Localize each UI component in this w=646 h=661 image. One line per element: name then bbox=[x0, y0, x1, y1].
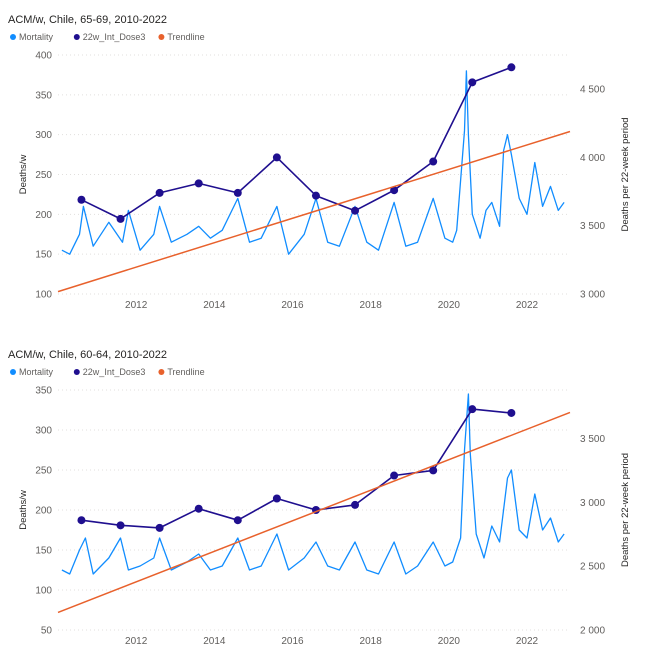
dose3-point[interactable] bbox=[194, 179, 203, 188]
y2-tick-label: 2 500 bbox=[580, 562, 605, 573]
legend-label: Trendline bbox=[167, 367, 204, 377]
legend-marker bbox=[73, 34, 80, 40]
y-tick-label: 50 bbox=[41, 626, 53, 637]
y2-tick-label: 3 000 bbox=[580, 290, 605, 301]
y-tick-label: 150 bbox=[35, 546, 52, 557]
x-tick-label: 2014 bbox=[203, 300, 226, 311]
x-tick-label: 2014 bbox=[203, 636, 226, 647]
dose3-point[interactable] bbox=[351, 206, 360, 215]
trendline bbox=[57, 130, 571, 293]
dose3-point[interactable] bbox=[468, 405, 477, 414]
y2-axis-title: Deaths per 22-week period bbox=[620, 453, 631, 567]
y2-tick-label: 3 500 bbox=[580, 434, 605, 445]
y2-tick-label: 4 000 bbox=[580, 153, 605, 164]
dose3-point[interactable] bbox=[77, 516, 86, 525]
legend-marker bbox=[10, 34, 16, 40]
x-tick-label: 2016 bbox=[281, 636, 304, 647]
chart-title: ACM/w, Chile, 65-69, 2010-2022 bbox=[8, 14, 167, 26]
legend-item-trendline[interactable]: Trendline bbox=[158, 32, 205, 42]
y2-axis-title: Deaths per 22-week period bbox=[620, 117, 631, 231]
dose3-point[interactable] bbox=[77, 195, 86, 204]
y2-tick-label: 3 000 bbox=[580, 498, 605, 509]
dose3-point[interactable] bbox=[429, 466, 438, 475]
y-axis-title: Deaths/w bbox=[18, 490, 29, 530]
legend-label: Mortality bbox=[19, 367, 54, 377]
x-tick-label: 2018 bbox=[360, 300, 383, 311]
legend-item-trendline[interactable]: Trendline bbox=[158, 367, 205, 377]
x-tick-label: 2016 bbox=[281, 300, 304, 311]
dose3-point[interactable] bbox=[272, 494, 281, 503]
mortality-line bbox=[61, 393, 565, 575]
dose3-point[interactable] bbox=[429, 157, 438, 166]
x-tick-label: 2018 bbox=[360, 636, 383, 647]
y-tick-label: 150 bbox=[35, 250, 52, 261]
dose3-point[interactable] bbox=[155, 188, 164, 197]
dose3-point[interactable] bbox=[507, 63, 516, 72]
dose3-point[interactable] bbox=[351, 500, 360, 509]
legend-item-mortality[interactable]: Mortality bbox=[10, 367, 54, 377]
y-tick-label: 300 bbox=[35, 130, 52, 141]
chart-panel-2: ACM/w, Chile, 60-64, 2010-2022 Mortality 2… bbox=[8, 349, 631, 647]
legend: Mortality 22w_Int_Dose3 Trendline bbox=[10, 32, 205, 42]
dose3-point[interactable] bbox=[194, 504, 203, 513]
y-tick-label: 350 bbox=[35, 386, 52, 397]
y-tick-label: 100 bbox=[35, 586, 52, 597]
legend-marker bbox=[10, 369, 16, 375]
dose3-point[interactable] bbox=[311, 191, 320, 200]
y-tick-label: 250 bbox=[35, 170, 52, 181]
dose3-point[interactable] bbox=[116, 214, 125, 223]
dose3-point[interactable] bbox=[390, 471, 399, 480]
chart-panel-1: ACM/w, Chile, 65-69, 2010-2022 Mortality 2… bbox=[8, 14, 631, 311]
dose3-point[interactable] bbox=[507, 408, 516, 417]
x-tick-label: 2022 bbox=[516, 300, 539, 311]
dose3-point[interactable] bbox=[468, 78, 477, 87]
dose3-point[interactable] bbox=[272, 153, 281, 162]
legend-item-dose3[interactable]: 22w_Int_Dose3 bbox=[73, 367, 146, 377]
y-tick-label: 200 bbox=[35, 210, 52, 221]
legend-label: 22w_Int_Dose3 bbox=[83, 367, 146, 377]
trendline bbox=[57, 411, 571, 614]
x-tick-label: 2020 bbox=[438, 300, 461, 311]
y-tick-label: 100 bbox=[35, 290, 52, 301]
dose3-point[interactable] bbox=[233, 188, 242, 197]
legend-marker bbox=[73, 369, 80, 375]
y-tick-label: 350 bbox=[35, 90, 52, 101]
y-tick-label: 250 bbox=[35, 466, 52, 477]
x-tick-label: 2012 bbox=[125, 300, 148, 311]
legend-marker bbox=[158, 369, 165, 375]
legend-item-mortality[interactable]: Mortality bbox=[10, 32, 54, 42]
y-tick-label: 400 bbox=[35, 51, 52, 62]
legend-label: Mortality bbox=[19, 32, 54, 42]
dose3-point[interactable] bbox=[233, 516, 242, 525]
x-tick-label: 2022 bbox=[516, 636, 539, 647]
y-tick-label: 200 bbox=[35, 506, 52, 517]
legend-marker bbox=[158, 34, 165, 40]
dose3-line bbox=[81, 408, 512, 529]
y-tick-label: 300 bbox=[35, 426, 52, 437]
dose3-point[interactable] bbox=[155, 523, 164, 532]
y2-tick-label: 3 500 bbox=[580, 221, 605, 232]
legend-item-dose3[interactable]: 22w_Int_Dose3 bbox=[73, 32, 146, 42]
legend-label: 22w_Int_Dose3 bbox=[83, 32, 146, 42]
mortality-line bbox=[61, 70, 565, 255]
dose3-line bbox=[81, 66, 512, 220]
y2-tick-label: 4 500 bbox=[580, 85, 605, 96]
legend-label: Trendline bbox=[167, 32, 204, 42]
chart-title: ACM/w, Chile, 60-64, 2010-2022 bbox=[8, 349, 167, 361]
y2-tick-label: 2 000 bbox=[580, 626, 605, 637]
dose3-point[interactable] bbox=[116, 521, 125, 530]
x-tick-label: 2020 bbox=[438, 636, 461, 647]
legend: Mortality 22w_Int_Dose3 Trendline bbox=[10, 367, 205, 377]
x-tick-label: 2012 bbox=[125, 636, 148, 647]
y-axis-title: Deaths/w bbox=[18, 155, 29, 195]
dose3-point[interactable] bbox=[390, 186, 399, 195]
